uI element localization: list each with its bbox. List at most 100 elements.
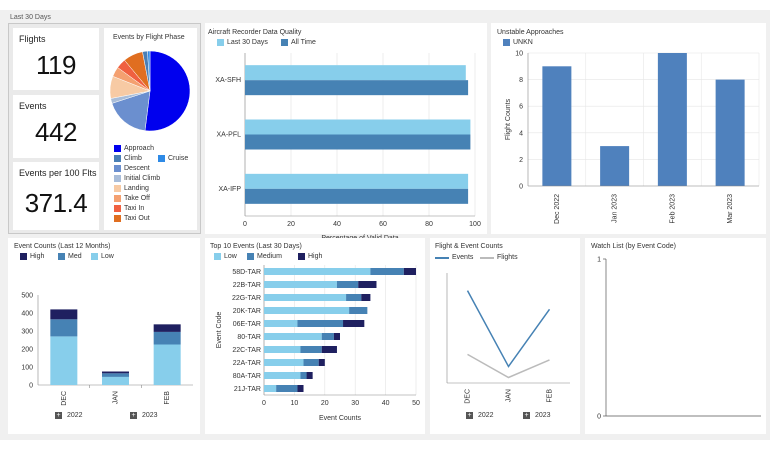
legend-label: Low (101, 253, 114, 260)
legend-label: Cruise (168, 155, 189, 162)
period-label: Last 30 Days (10, 14, 51, 21)
legend-label: UNKN (513, 39, 533, 46)
legend-label: Approach (124, 145, 154, 152)
y-tick-label: 2 (519, 157, 523, 164)
top10-legend-low: Low (214, 253, 237, 260)
x-tick-label: 50 (412, 400, 420, 407)
phase-legend-approach: Approach (114, 145, 154, 152)
evcounts-chart: 0 100 200 300 400 500 DEC JAN FEB (21, 293, 193, 406)
bar-last-30-days (245, 173, 469, 189)
kpi-events-label: Events (19, 101, 47, 111)
category-label: 80A-TAR (233, 373, 261, 380)
x-axis-title: Event Counts (319, 415, 362, 422)
x-tick-label: 0 (262, 400, 266, 407)
bar-segment-low (264, 385, 277, 392)
year-toggle-2023[interactable]: +2023 (523, 412, 551, 419)
bar-all-time (245, 134, 471, 150)
category-label: 22A-TAR (233, 360, 261, 367)
kpi-per100-label: Events per 100 Flts (19, 168, 97, 178)
line-events (466, 290, 551, 368)
legend-line (435, 256, 449, 259)
legend-label: Events (452, 254, 474, 261)
top10-legend-high: High (298, 253, 322, 260)
year-toggle-2022[interactable]: +2022 (55, 412, 83, 419)
x-tick-label: JAN (113, 391, 120, 404)
legend-swatch (114, 165, 121, 172)
bar-segment-low (50, 336, 78, 385)
bar-segment-low (264, 359, 304, 366)
year-label: 2022 (67, 412, 83, 419)
bar-segment-medium (303, 359, 319, 366)
legend-swatch (281, 39, 288, 46)
phase-legend-initial-climb: Initial Climb (114, 175, 160, 182)
bar-segment-low (264, 294, 347, 301)
legend-label: Medium (257, 253, 282, 260)
phase-legend-taxi-out: Taxi Out (114, 215, 150, 222)
bar-segment-low (264, 307, 350, 314)
x-tick-label: 100 (469, 221, 481, 228)
x-tick-label: 40 (333, 221, 341, 228)
recorder-panel: Aircraft Recorder Data Quality Last 30 D… (205, 23, 487, 242)
legend-label: Landing (124, 185, 149, 192)
phase-panel: Events by Flight Phase Approach Cruise Cli… (104, 28, 197, 230)
watch-title: Watch List (by Event Code) (591, 243, 676, 250)
legend-label: High (30, 253, 45, 260)
kpi-events: Events 442 (13, 95, 99, 158)
phase-legend-landing: Landing (114, 185, 149, 192)
legend-swatch (217, 39, 224, 46)
bar-segment-high (358, 281, 377, 288)
fe-title: Flight & Event Counts (435, 243, 503, 250)
fe-legend-events: Events (435, 254, 473, 261)
legend-label: Descent (124, 165, 150, 172)
bar-segment-high (333, 333, 340, 340)
kpi-flights-label: Flights (19, 34, 46, 44)
year-label: 2023 (142, 412, 158, 419)
x-tick-label: 80 (425, 221, 433, 228)
kpi-per100-value: 371.4 (24, 188, 88, 218)
kpi-flights-value: 119 (36, 50, 76, 80)
legend-swatch (114, 215, 121, 222)
bar-segment-high (403, 268, 416, 275)
legend-label: All Time (291, 39, 316, 46)
unstable-legend: UNKN (503, 39, 533, 46)
year-toggle-2022[interactable]: +2022 (466, 412, 494, 419)
evcounts-legend-high: High (20, 253, 44, 260)
phase-legend-take-off: Take Off (114, 195, 150, 202)
year-toggle-2023[interactable]: +2023 (130, 412, 158, 419)
category-label: 21J-TAR (234, 386, 261, 393)
recorder-legend-alltime: All Time (281, 39, 316, 46)
recorder-title: Aircraft Recorder Data Quality (208, 29, 302, 36)
x-tick-label: 20 (287, 221, 295, 228)
year-label: 2023 (535, 412, 551, 419)
pie-slice-cruise (147, 50, 151, 92)
x-tick-label: DEC (465, 389, 472, 404)
bar-all-time (245, 80, 469, 96)
bar-segment-high (318, 359, 325, 366)
fe-chart: DEC JAN FEB (446, 273, 570, 404)
legend-swatch (114, 145, 121, 152)
legend-swatch (114, 175, 121, 182)
bar-unkn (715, 79, 745, 186)
bar-segment-low (264, 346, 301, 353)
bar-segment-low (264, 372, 301, 379)
y-axis-title: Flight Counts (505, 98, 512, 140)
y-tick-label: 400 (21, 311, 33, 318)
category-label: 58D-TAR (232, 269, 261, 276)
y-tick-label: 0 (29, 383, 33, 390)
y-tick-label: 0 (519, 184, 523, 191)
watch-panel: Watch List (by Event Code) 0 1 (585, 238, 766, 434)
bar-segment-high (321, 346, 337, 353)
legend-label: Med (68, 253, 82, 260)
y-tick-label: 1 (597, 257, 601, 264)
category-label: 80-TAR (237, 334, 261, 341)
bar-segment-medium (349, 307, 368, 314)
phase-legend-descent: Descent (114, 165, 150, 172)
y-tick-label: 0 (597, 414, 601, 421)
legend-swatch (114, 155, 121, 162)
expand-icon: + (55, 412, 62, 419)
phase-legend-cruise: Cruise (158, 155, 188, 162)
recorder-legend-last30: Last 30 Days (217, 39, 268, 46)
kpi-events-value: 442 (35, 117, 77, 147)
top10-title: Top 10 Events (Last 30 Days) (210, 243, 302, 250)
pie-slice-approach (144, 50, 191, 132)
